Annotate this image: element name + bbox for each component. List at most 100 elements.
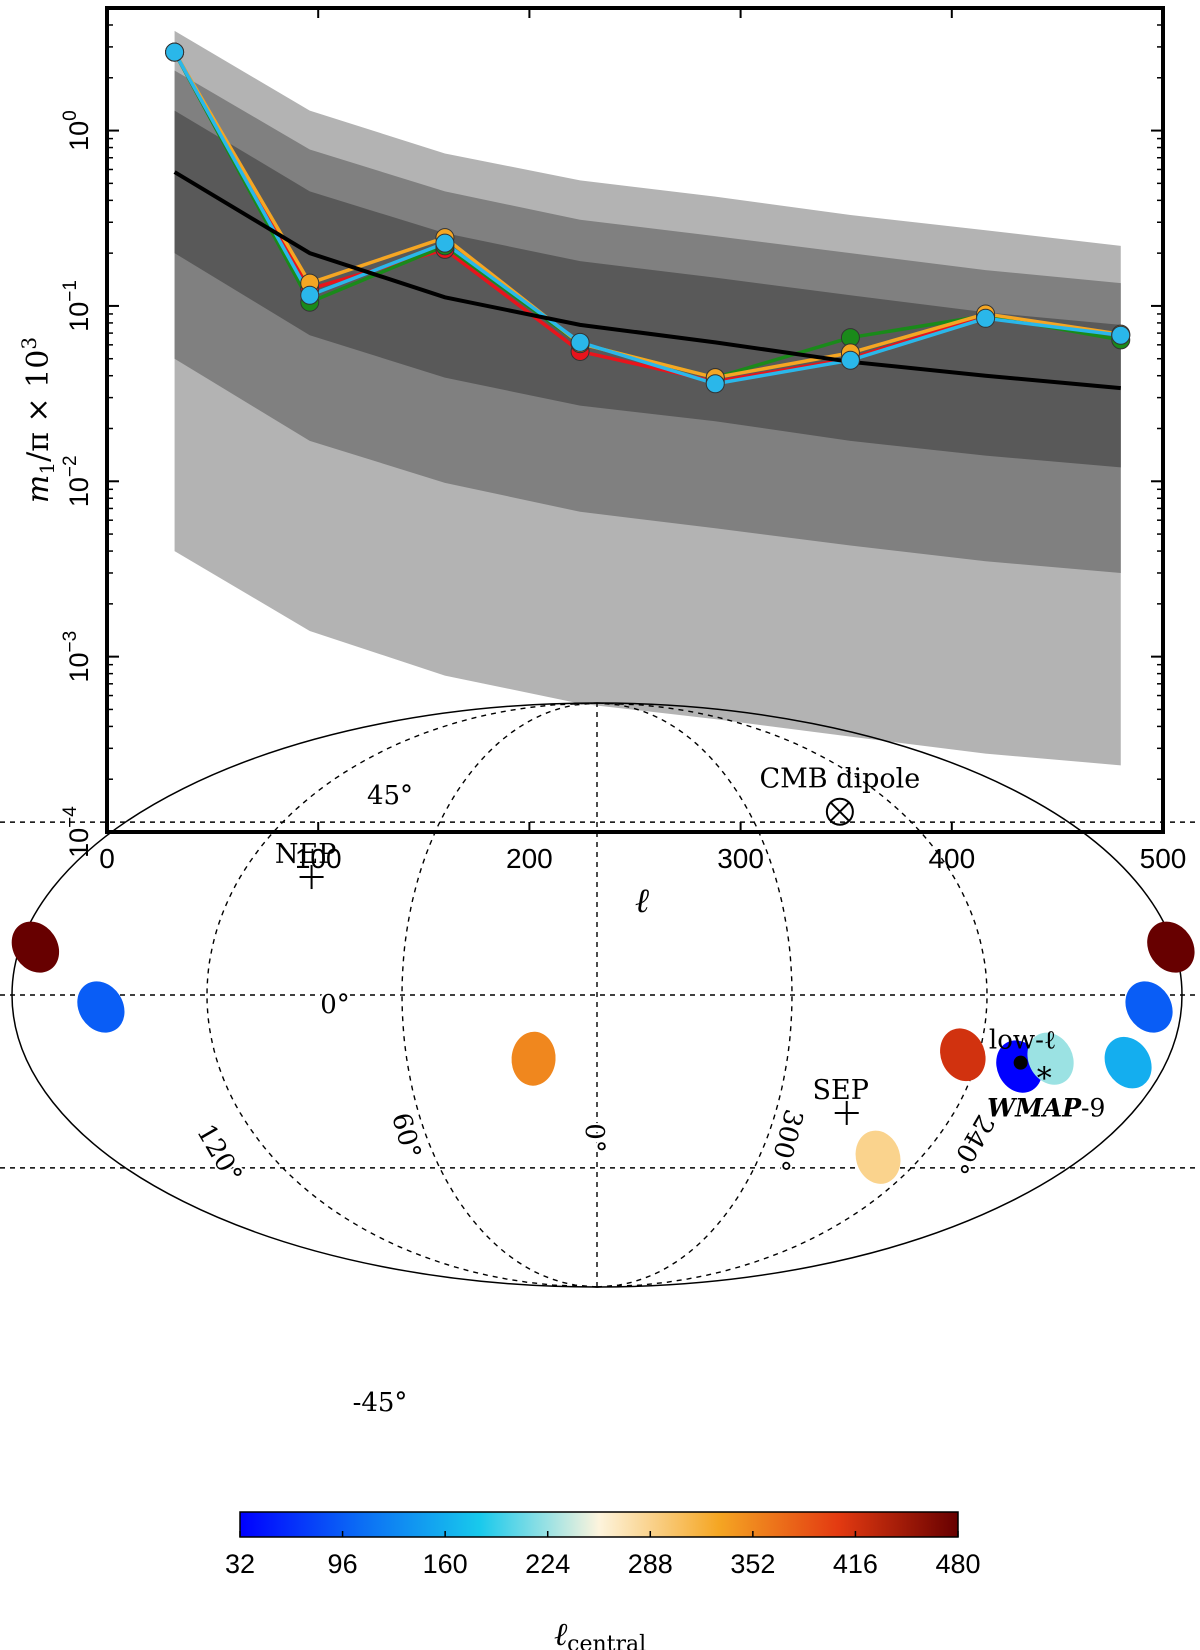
series-3-point-5 bbox=[840, 350, 860, 370]
longitude-line-3 bbox=[596, 702, 793, 1288]
longitude-label-2: 0° bbox=[579, 1123, 609, 1153]
low-l-label: low-ℓ bbox=[989, 1026, 1056, 1056]
x-tick-label-4: 400 bbox=[928, 843, 975, 874]
colorbar: 32 96 160 224 288 352 416 480 ℓcentral bbox=[225, 1511, 981, 1650]
colorbar-label-sub: central bbox=[567, 1632, 646, 1650]
mollweide-sky-map: 120° 60° 0° 300° 240°45°0°-45° CMB dipoleNEP… bbox=[0, 702, 1200, 1421]
y-tick-label-text-3: 10−1 bbox=[60, 280, 94, 332]
y-axis-label-mid: /π × 10 bbox=[21, 350, 56, 462]
y-tick-label-1: 10−3 bbox=[60, 631, 94, 683]
y-tick-label-base-2: 10 bbox=[64, 477, 94, 507]
colorbar-ticks: 32 96 160 224 288 352 416 480 bbox=[225, 1531, 981, 1579]
y-tick-label-exp-4: 0 bbox=[60, 110, 81, 121]
direction-l480 bbox=[1147, 921, 1195, 973]
y-tick-label-0: 10−4 bbox=[60, 806, 94, 858]
series-points bbox=[165, 42, 1131, 394]
sep-label: SEP bbox=[813, 1075, 869, 1106]
x-axis-ticks: 0 100 200 300 400 500 bbox=[99, 8, 1186, 874]
colorbar-label-main: ℓ bbox=[554, 1615, 568, 1650]
colorbar-tick-label-7: 480 bbox=[935, 1549, 980, 1579]
colorbar-tick-label-2: 160 bbox=[423, 1549, 468, 1579]
y-tick-label-text-4: 100 bbox=[60, 110, 94, 151]
y-tick-label-exp-2: −2 bbox=[60, 455, 81, 477]
confidence-bands bbox=[174, 30, 1121, 766]
plot-frame bbox=[105, 6, 1165, 834]
series-3-point-0 bbox=[165, 42, 185, 62]
y-tick-label-base-1: 10 bbox=[64, 652, 94, 682]
y-tick-label-text-1: 10−3 bbox=[60, 631, 94, 683]
dipole-directions bbox=[11, 921, 1195, 1184]
y-tick-label-2: 10−2 bbox=[60, 455, 94, 507]
longitude-label-0: 120° bbox=[190, 1119, 247, 1188]
y-tick-label-exp-1: −3 bbox=[60, 631, 81, 653]
y-tick-label-text-2: 10−2 bbox=[60, 455, 94, 507]
direction-l352 bbox=[511, 1031, 556, 1086]
wmap-label: WMAP-9 bbox=[987, 1093, 1105, 1122]
longitude-label-3: 300° bbox=[763, 1106, 808, 1174]
mean-line-group bbox=[173, 170, 1121, 391]
wmap-marker: * bbox=[1037, 1061, 1052, 1096]
y-axis-label: m1/π × 103 bbox=[17, 337, 59, 503]
y-tick-label-base-3: 10 bbox=[64, 302, 94, 332]
wmap-label-suffix: -9 bbox=[1081, 1093, 1105, 1122]
colorbar-tick-label-1: 96 bbox=[328, 1549, 358, 1579]
x-tick-label-1: 100 bbox=[295, 843, 342, 874]
low-l-marker bbox=[1013, 1055, 1028, 1070]
direction-l416 bbox=[940, 1028, 986, 1082]
colorbar-gradient bbox=[239, 1511, 959, 1538]
direction-l96 bbox=[1125, 981, 1173, 1033]
y-tick-label-exp-0: −4 bbox=[60, 806, 81, 828]
cmb-dipole-ring bbox=[825, 797, 854, 826]
wmap-label-main: WMAP bbox=[987, 1093, 1082, 1122]
series-3-point-2 bbox=[435, 233, 455, 253]
latitude-label-2: -45° bbox=[353, 1388, 408, 1418]
latitude-label-1: 0° bbox=[320, 990, 350, 1020]
colorbar-tick-label-6: 416 bbox=[833, 1549, 878, 1579]
colorbar-label: ℓcentral bbox=[554, 1615, 646, 1650]
x-axis-label: ℓ bbox=[635, 881, 649, 921]
longitude-line-1 bbox=[401, 702, 598, 1288]
sky-grid bbox=[0, 702, 1200, 1288]
series-line-0 bbox=[173, 51, 1122, 384]
direction-l224 bbox=[1027, 1032, 1074, 1085]
series-3-point-4 bbox=[705, 374, 725, 394]
colorbar-tick-label-4: 288 bbox=[628, 1549, 673, 1579]
latitude-label-0: 45° bbox=[367, 781, 413, 811]
y-tick-label-base-4: 10 bbox=[64, 121, 94, 151]
y-tick-label-exp-3: −1 bbox=[60, 280, 81, 302]
series-3-point-6 bbox=[976, 308, 996, 328]
nep-label: NEP bbox=[275, 839, 337, 870]
y-tick-label-3: 10−1 bbox=[60, 280, 94, 332]
series-3-point-3 bbox=[570, 332, 590, 352]
direction-l96-wrap bbox=[77, 981, 125, 1033]
colorbar-tick-label-0: 32 bbox=[225, 1549, 255, 1579]
y-tick-label-text-0: 10−4 bbox=[60, 806, 94, 858]
x-tick-label-5: 500 bbox=[1140, 843, 1187, 874]
direction-l288 bbox=[855, 1130, 901, 1184]
cmb-dipole-label: CMB dipole bbox=[759, 764, 920, 795]
series-3-point-1 bbox=[300, 285, 320, 305]
series-3-point-7 bbox=[1111, 325, 1131, 345]
cmb-dipole-cross-b bbox=[830, 801, 850, 822]
x-tick-label-0: 0 bbox=[99, 843, 115, 874]
mean-line bbox=[173, 170, 1121, 391]
y-axis-label-m: m bbox=[21, 475, 56, 503]
colorbar-tick-label-5: 352 bbox=[730, 1549, 775, 1579]
x-tick-label-3: 300 bbox=[717, 843, 764, 874]
direction-l160 bbox=[1104, 1036, 1152, 1089]
series-line-3 bbox=[173, 51, 1121, 386]
sky-markers: CMB dipole NEP SEP low-ℓ *WMAP-9 bbox=[275, 764, 1105, 1125]
y-tick-label-4: 100 bbox=[60, 110, 94, 151]
series-line-2 bbox=[173, 51, 1122, 380]
direction-l480-wrap bbox=[11, 921, 60, 973]
y-axis-label-exp: 3 bbox=[17, 337, 41, 350]
series-lines bbox=[173, 51, 1122, 386]
x-tick-label-2: 200 bbox=[506, 843, 553, 874]
longitude-line-4 bbox=[596, 702, 988, 1288]
colorbar-tick-label-3: 224 bbox=[525, 1549, 570, 1579]
confidence-band-2 bbox=[174, 110, 1121, 468]
y-tick-label-base-0: 10 bbox=[64, 828, 94, 858]
